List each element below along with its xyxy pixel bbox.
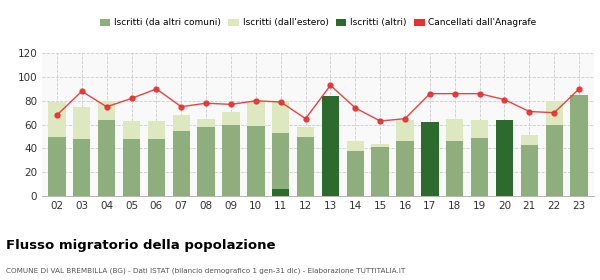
Bar [421, 141, 439, 196]
Bar [446, 119, 463, 196]
Bar [297, 127, 314, 196]
Bar [247, 126, 265, 196]
Bar [272, 189, 289, 196]
Bar [571, 95, 588, 196]
Bar [148, 139, 165, 196]
Bar [446, 141, 463, 196]
Bar [197, 119, 215, 196]
Bar [247, 101, 265, 196]
Bar [496, 153, 513, 196]
Bar [197, 127, 215, 196]
Bar [371, 144, 389, 196]
Bar [272, 133, 289, 196]
Bar [73, 107, 91, 196]
Bar [322, 119, 339, 196]
Bar [371, 147, 389, 196]
Bar [471, 138, 488, 196]
Bar [496, 140, 513, 196]
Bar [571, 95, 588, 196]
Bar [496, 120, 513, 196]
Bar [421, 122, 439, 196]
Bar [173, 115, 190, 196]
Bar [397, 120, 414, 196]
Bar [123, 121, 140, 196]
Text: COMUNE DI VAL BREMBILLA (BG) - Dati ISTAT (bilancio demografico 1 gen-31 dic) - : COMUNE DI VAL BREMBILLA (BG) - Dati ISTA… [6, 267, 405, 274]
Bar [48, 136, 65, 196]
Bar [98, 120, 115, 196]
Bar [322, 96, 339, 196]
Bar [397, 141, 414, 196]
Bar [545, 101, 563, 196]
Bar [297, 136, 314, 196]
Bar [421, 122, 439, 196]
Bar [272, 101, 289, 196]
Bar [73, 139, 91, 196]
Bar [98, 101, 115, 196]
Bar [322, 130, 339, 196]
Bar [123, 139, 140, 196]
Bar [222, 125, 239, 196]
Bar [347, 151, 364, 196]
Bar [471, 120, 488, 196]
Text: Flusso migratorio della popolazione: Flusso migratorio della popolazione [6, 239, 275, 252]
Bar [173, 130, 190, 196]
Bar [521, 135, 538, 196]
Bar [222, 111, 239, 196]
Bar [148, 121, 165, 196]
Bar [521, 145, 538, 196]
Bar [545, 125, 563, 196]
Legend: Iscritti (da altri comuni), Iscritti (dall'estero), Iscritti (altri), Cancellati: Iscritti (da altri comuni), Iscritti (da… [96, 15, 540, 31]
Bar [347, 141, 364, 196]
Bar [48, 102, 65, 196]
